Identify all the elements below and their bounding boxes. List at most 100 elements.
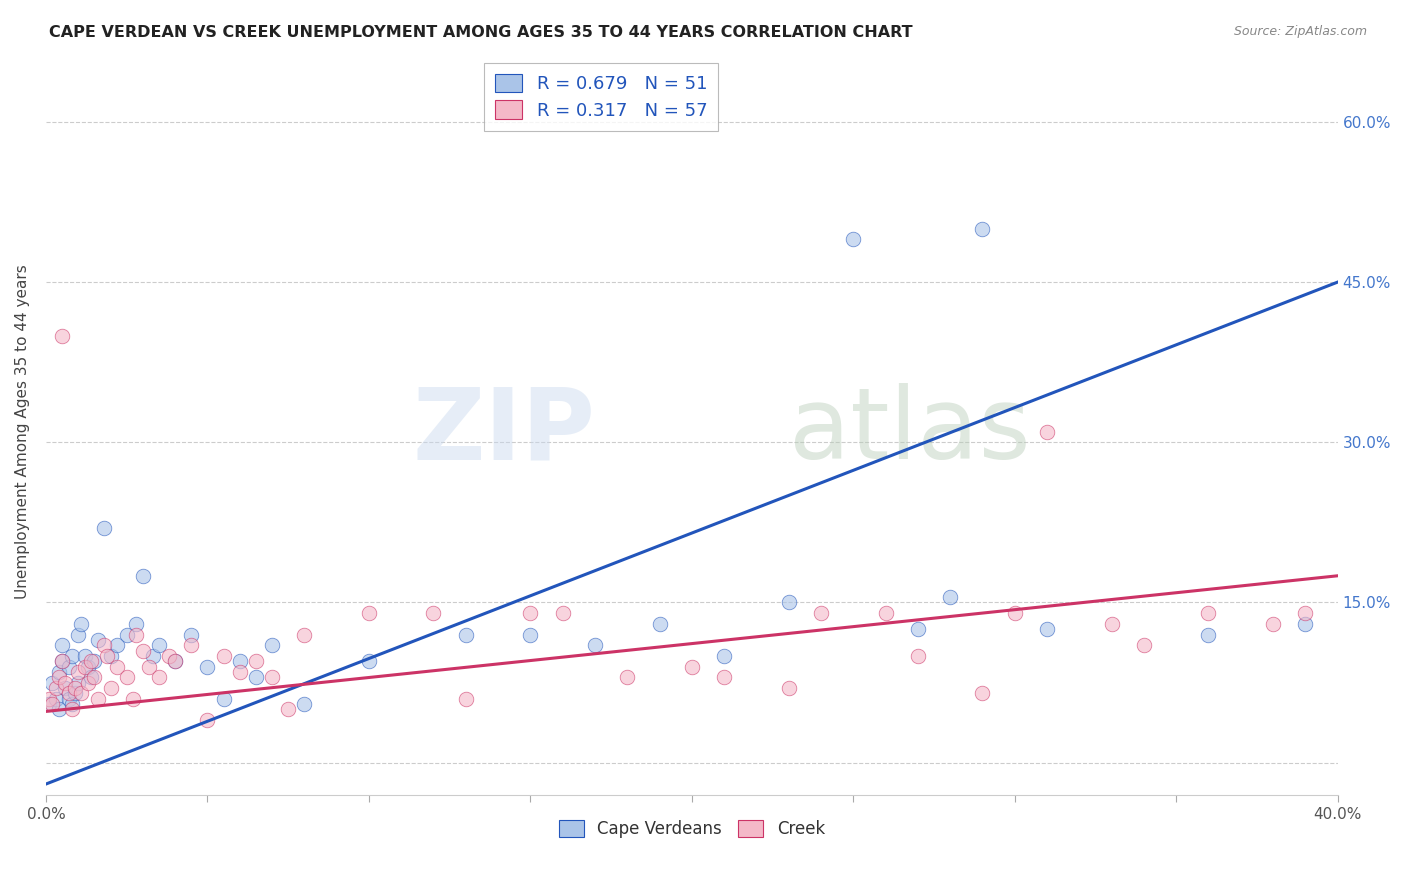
Point <box>1261 616 1284 631</box>
Point <box>67 627 90 641</box>
Point <box>648 616 671 631</box>
Point <box>60 702 83 716</box>
Point <box>519 606 541 620</box>
Point <box>73 648 96 663</box>
Point <box>939 590 962 604</box>
Point <box>38 691 60 706</box>
Point <box>583 638 606 652</box>
Point <box>77 675 100 690</box>
Point <box>77 659 100 673</box>
Point <box>907 648 929 663</box>
Point <box>125 616 148 631</box>
Point <box>80 654 103 668</box>
Point <box>292 697 315 711</box>
Point <box>41 675 63 690</box>
Point <box>45 681 67 695</box>
Point <box>73 659 96 673</box>
Point <box>228 654 250 668</box>
Point <box>58 686 80 700</box>
Text: ZIP: ZIP <box>412 383 595 480</box>
Point <box>148 638 170 652</box>
Y-axis label: Unemployment Among Ages 35 to 44 years: Unemployment Among Ages 35 to 44 years <box>15 264 30 599</box>
Point <box>51 654 73 668</box>
Point <box>1036 425 1059 439</box>
Point <box>260 670 283 684</box>
Point <box>357 606 380 620</box>
Point <box>53 681 76 695</box>
Point <box>83 670 105 684</box>
Point <box>292 627 315 641</box>
Point <box>148 670 170 684</box>
Text: Source: ZipAtlas.com: Source: ZipAtlas.com <box>1233 25 1367 38</box>
Point <box>58 659 80 673</box>
Text: atlas: atlas <box>789 383 1031 480</box>
Point <box>180 627 202 641</box>
Point <box>778 595 800 609</box>
Point <box>48 670 70 684</box>
Point <box>972 686 994 700</box>
Point <box>93 638 115 652</box>
Point <box>132 568 155 582</box>
Point <box>1198 627 1220 641</box>
Point <box>197 659 219 673</box>
Point <box>212 691 235 706</box>
Point <box>551 606 574 620</box>
Point <box>260 638 283 652</box>
Text: CAPE VERDEAN VS CREEK UNEMPLOYMENT AMONG AGES 35 TO 44 YEARS CORRELATION CHART: CAPE VERDEAN VS CREEK UNEMPLOYMENT AMONG… <box>49 25 912 40</box>
Point <box>53 675 76 690</box>
Point <box>96 648 118 663</box>
Point <box>245 670 267 684</box>
Point <box>212 648 235 663</box>
Point <box>70 616 93 631</box>
Point <box>100 681 122 695</box>
Point <box>810 606 832 620</box>
Point <box>86 632 108 647</box>
Point <box>1036 622 1059 636</box>
Point <box>93 521 115 535</box>
Point <box>907 622 929 636</box>
Point <box>616 670 638 684</box>
Point <box>60 697 83 711</box>
Point <box>105 659 128 673</box>
Point <box>778 681 800 695</box>
Point <box>80 670 103 684</box>
Point <box>1294 616 1316 631</box>
Point <box>67 665 90 679</box>
Point <box>141 648 163 663</box>
Point <box>138 659 160 673</box>
Point <box>105 638 128 652</box>
Point <box>842 232 865 246</box>
Point <box>41 697 63 711</box>
Point <box>86 691 108 706</box>
Point <box>125 627 148 641</box>
Point <box>63 681 86 695</box>
Point <box>58 691 80 706</box>
Point <box>357 654 380 668</box>
Point <box>180 638 202 652</box>
Point <box>454 627 477 641</box>
Point <box>1101 616 1123 631</box>
Point <box>63 686 86 700</box>
Point <box>197 713 219 727</box>
Point <box>277 702 299 716</box>
Point <box>51 328 73 343</box>
Point <box>713 670 735 684</box>
Legend: Cape Verdeans, Creek: Cape Verdeans, Creek <box>553 813 831 845</box>
Point <box>51 654 73 668</box>
Point <box>48 702 70 716</box>
Point <box>45 691 67 706</box>
Point <box>83 654 105 668</box>
Point <box>1294 606 1316 620</box>
Point <box>422 606 444 620</box>
Point <box>165 654 187 668</box>
Point <box>60 648 83 663</box>
Point <box>115 627 138 641</box>
Point <box>875 606 897 620</box>
Point <box>70 686 93 700</box>
Point <box>1133 638 1156 652</box>
Point <box>48 665 70 679</box>
Point <box>228 665 250 679</box>
Point <box>132 643 155 657</box>
Point <box>67 675 90 690</box>
Point <box>519 627 541 641</box>
